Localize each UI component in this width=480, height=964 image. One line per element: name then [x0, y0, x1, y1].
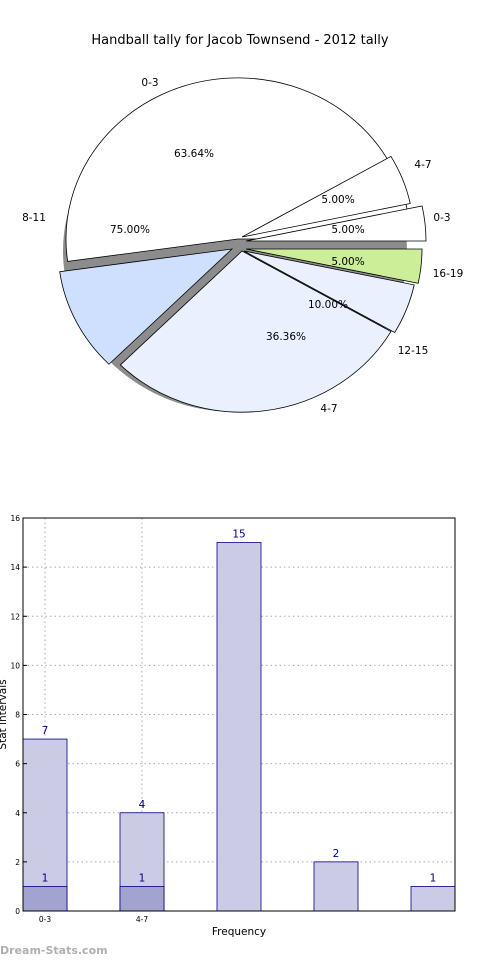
- pie-slice-value: 5.00%: [331, 224, 364, 236]
- pie-slice-value: 5.00%: [331, 256, 364, 268]
- bar: [22, 738, 68, 912]
- bar: [216, 542, 262, 912]
- bar-value-label: 4: [139, 799, 146, 811]
- bar-value-label: 15: [232, 529, 245, 541]
- y-tick-label: 6: [15, 760, 20, 769]
- x-tick-label: 4-7: [136, 915, 148, 924]
- bar: [22, 886, 68, 912]
- pie-slice: [245, 248, 423, 284]
- watermark: Dream-Stats.com: [0, 944, 108, 957]
- bar-value-label: 1: [42, 872, 49, 884]
- pie-chart-title: Handball tally for Jacob Townsend - 2012…: [91, 33, 388, 48]
- pie-slice: [241, 155, 411, 238]
- y-tick-label: 12: [10, 612, 20, 621]
- y-tick-label: 8: [15, 711, 20, 720]
- y-axis-label: Stat intervals: [0, 679, 9, 749]
- pie-slice-label: 8-11: [22, 212, 46, 224]
- pie-slice-value: 10.00%: [308, 299, 348, 311]
- bar: [313, 861, 359, 912]
- y-tick-label: 10: [10, 661, 20, 670]
- y-tick-label: 16: [10, 514, 20, 523]
- y-tick-label: 2: [15, 858, 20, 867]
- bar-value-label: 1: [430, 872, 437, 884]
- bar: [119, 886, 165, 912]
- pie-slice-label: 16-19: [433, 268, 464, 280]
- bar-value-label: 1: [139, 872, 146, 884]
- pie-slice-label: 0-3: [433, 212, 450, 224]
- pie-slice-value: 75.00%: [110, 224, 150, 236]
- pie-slice-label: 12-15: [398, 345, 429, 357]
- pie-slice: [245, 205, 427, 242]
- bar-value-label: 2: [333, 848, 340, 860]
- pie-slice: [119, 250, 392, 413]
- bar-value-label: 7: [42, 725, 49, 737]
- pie-slice: [59, 248, 234, 365]
- pie-slice: [243, 250, 415, 334]
- y-tick-label: 0: [15, 907, 20, 916]
- pie-slice-label: 4-7: [414, 159, 431, 171]
- pie-slice-label: 4-7: [320, 403, 337, 415]
- y-tick-label: 4: [15, 809, 20, 818]
- pie-slice-value: 36.36%: [266, 331, 306, 343]
- y-tick-label: 14: [10, 563, 20, 572]
- pie-slice-label: 0-3: [141, 77, 158, 89]
- bar: [410, 886, 456, 912]
- x-tick-label: 0-3: [39, 915, 51, 924]
- pie-chart: 0-3 63.64% 4-7 5.00% 0-3 5.00% 16-19 5.00% 12-15…: [22, 77, 463, 415]
- x-axis-label: Frequency: [212, 926, 266, 938]
- pie-slice-value: 5.00%: [321, 194, 354, 206]
- pie-slice-value: 63.64%: [174, 148, 214, 160]
